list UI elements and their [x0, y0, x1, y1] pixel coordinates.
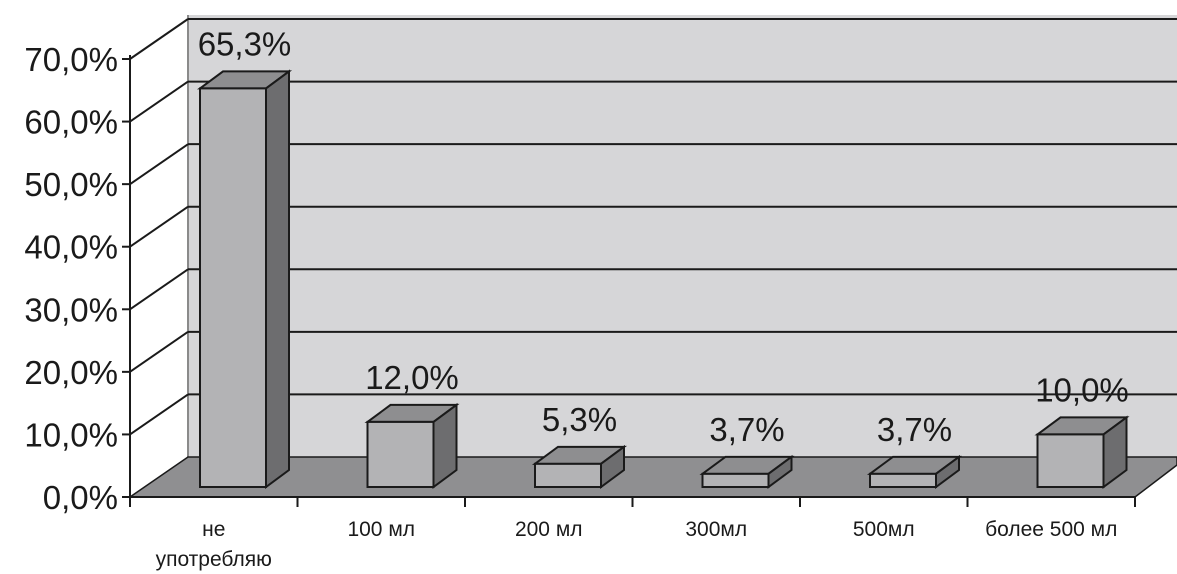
- bar-front: [869, 472, 937, 488]
- data-label: 65,3%: [198, 25, 292, 62]
- category-label: 500мл: [853, 518, 915, 541]
- bar-2: [364, 402, 460, 489]
- bar-6: [1034, 415, 1130, 489]
- gridline-side: [129, 393, 189, 436]
- y-tick-label: 70,0%: [24, 41, 118, 78]
- gridlines: [129, 18, 1177, 436]
- bar-4: [699, 454, 795, 489]
- data-label: 5,3%: [542, 401, 617, 438]
- side-wall: [130, 19, 188, 497]
- category-label: 200 мл: [515, 518, 583, 541]
- category-label: 100 мл: [347, 518, 415, 541]
- chart-walls: [130, 15, 1177, 497]
- y-tick-label: 50,0%: [24, 166, 118, 203]
- y-tick-label: 0,0%: [43, 479, 118, 516]
- gridline-side: [129, 331, 189, 373]
- category-label: 300мл: [685, 518, 747, 541]
- y-tick-label: 20,0%: [24, 354, 118, 391]
- gridline-side: [129, 268, 189, 311]
- bar-5: [866, 454, 963, 489]
- category-label: употребляю: [156, 548, 272, 571]
- y-tick-label: 10,0%: [24, 416, 118, 453]
- category-label: не: [202, 518, 225, 541]
- gridline-side: [129, 205, 189, 248]
- bars: [196, 69, 1130, 489]
- bar-3: [531, 444, 628, 489]
- category-label: более 500 мл: [985, 518, 1117, 541]
- data-label: 3,7%: [877, 411, 952, 448]
- gridline-side: [129, 80, 189, 123]
- y-tick-label: 30,0%: [24, 291, 118, 328]
- back-wall: [188, 15, 1177, 457]
- bar-front: [534, 462, 602, 488]
- bar-front: [199, 87, 267, 488]
- bar-front: [366, 420, 435, 488]
- data-label: 3,7%: [709, 411, 784, 448]
- bar-front: [701, 472, 770, 488]
- gridline-side: [129, 143, 189, 185]
- data-label: 12,0%: [365, 359, 459, 396]
- axes: 0,0% 10,0% 20,0% 30,0% 40,0% 50,0% 60,0% 70,0%: [24, 41, 1136, 516]
- y-tick-label: 40,0%: [24, 229, 118, 266]
- bar-side: [265, 69, 290, 489]
- data-label: 10,0%: [1035, 371, 1129, 408]
- labels: 65,3% не употребляю 12,0% 100 мл 5,3% 200 мл 3,…: [156, 25, 1129, 571]
- y-tick-label: 60,0%: [24, 104, 118, 141]
- gridline-side: [129, 18, 189, 60]
- bar-1: [196, 69, 293, 489]
- bar-front: [1036, 433, 1105, 488]
